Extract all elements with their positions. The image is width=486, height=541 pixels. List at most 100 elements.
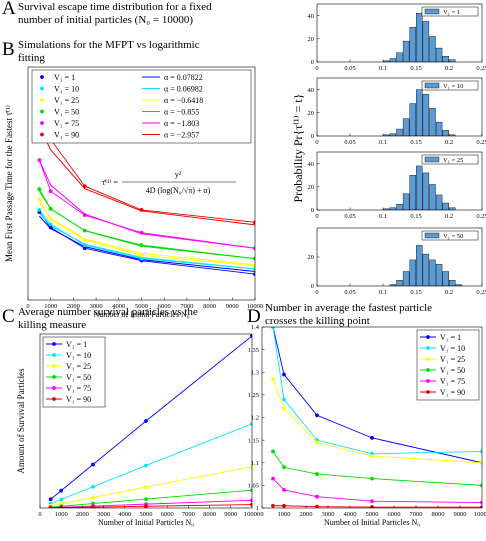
histogram-bar bbox=[422, 253, 430, 286]
series-marker bbox=[250, 502, 252, 507]
legend-box bbox=[421, 230, 479, 241]
series-marker bbox=[271, 327, 275, 329]
panel-label: C bbox=[2, 306, 15, 327]
series-marker bbox=[82, 246, 87, 251]
y-tick-label: 0 bbox=[311, 133, 314, 140]
histogram-bar bbox=[409, 259, 416, 286]
fit-line bbox=[38, 188, 255, 260]
series-marker bbox=[282, 397, 286, 402]
x-tick-label: 3000 bbox=[322, 511, 335, 518]
legend-label: V₁ = 25 bbox=[440, 355, 465, 364]
series-marker bbox=[282, 465, 286, 470]
x-tick-label: 0.2 bbox=[445, 139, 453, 146]
histogram-bar bbox=[442, 129, 449, 136]
x-tick-label: 0.1 bbox=[379, 139, 387, 146]
histogram-bar bbox=[449, 207, 456, 210]
legend-marker bbox=[52, 342, 56, 346]
histogram-bar bbox=[449, 280, 456, 286]
y-tick-label: 40 bbox=[308, 13, 315, 20]
x-tick-label: 0 bbox=[26, 303, 29, 310]
y-tick-label: 40 bbox=[308, 161, 315, 168]
legend-marker bbox=[426, 346, 430, 350]
plot-area bbox=[271, 327, 482, 508]
legend-box bbox=[421, 6, 479, 17]
x-tick-label: 5000 bbox=[140, 511, 153, 518]
series-marker bbox=[250, 422, 252, 426]
series-marker bbox=[480, 460, 482, 465]
x-tick-label: 0.2 bbox=[445, 65, 453, 72]
series-marker bbox=[250, 334, 252, 338]
histogram-bar bbox=[383, 60, 390, 62]
histogram-bar bbox=[429, 259, 436, 286]
y-tick-label: 1.1 bbox=[251, 460, 259, 467]
legend-marker bbox=[40, 75, 44, 79]
x-tick-label: 0.15 bbox=[410, 213, 421, 220]
series-marker bbox=[480, 505, 482, 508]
legend-label: α = −1.803 bbox=[164, 119, 199, 128]
series-marker bbox=[144, 419, 148, 423]
x-tick-label: 0 bbox=[260, 511, 263, 518]
plot-area bbox=[383, 89, 456, 136]
y-tick-label: 1.05 bbox=[248, 483, 259, 490]
x-tick-label: 6000 bbox=[158, 303, 171, 310]
axes-frame bbox=[316, 151, 483, 211]
x-tick-label: 0.15 bbox=[410, 139, 421, 146]
histogram-bar bbox=[449, 59, 456, 62]
y-tick-label: 40 bbox=[308, 87, 315, 94]
series-marker bbox=[370, 476, 374, 481]
y-tick-label: 1.2 bbox=[251, 415, 259, 422]
legend-label: V₁ = 50 bbox=[54, 108, 79, 117]
series-marker bbox=[37, 208, 42, 212]
series-marker bbox=[253, 263, 255, 268]
y-tick-label: 20 bbox=[308, 36, 315, 43]
series-marker bbox=[271, 377, 275, 381]
legend-box bbox=[416, 329, 480, 401]
series-marker bbox=[271, 503, 275, 508]
histogram-bar bbox=[416, 89, 423, 136]
y-tick-label: 0 bbox=[311, 59, 314, 66]
x-tick-label: 6000 bbox=[161, 511, 174, 518]
panel-title: crosses the killing point bbox=[265, 315, 370, 327]
series-line bbox=[273, 505, 482, 508]
histogram-bar bbox=[396, 203, 403, 210]
x-tick-label: 0.25 bbox=[476, 139, 486, 146]
x-tick-label: 0 bbox=[38, 511, 41, 518]
x-axis-label: Number of Initial Particles N₀ bbox=[93, 310, 189, 319]
legend-label: V₁ = 10 bbox=[66, 351, 91, 360]
x-tick-label: 0.25 bbox=[476, 289, 486, 296]
histogram-bar bbox=[422, 21, 430, 62]
histogram-bar bbox=[442, 202, 449, 210]
series-marker bbox=[82, 243, 87, 248]
series-marker bbox=[370, 454, 374, 458]
series-marker bbox=[271, 449, 275, 454]
series-marker bbox=[48, 222, 53, 227]
legend-swatch bbox=[424, 232, 440, 239]
series-marker bbox=[139, 208, 144, 212]
series-marker bbox=[48, 217, 53, 222]
series-marker bbox=[315, 504, 319, 508]
legend-swatch bbox=[424, 156, 440, 163]
x-tick-label: 2000 bbox=[300, 511, 313, 518]
legend-label: V₁ = 25 bbox=[66, 362, 91, 371]
histogram-bar bbox=[402, 193, 410, 210]
x-tick-label: 6000 bbox=[388, 511, 401, 518]
y-axis-label: Mean First Passage Time for the Fastest … bbox=[4, 105, 14, 262]
x-tick-label: 2000 bbox=[67, 303, 80, 310]
series-marker bbox=[82, 238, 87, 242]
plot-area bbox=[383, 165, 456, 210]
x-tick-label: 10000 bbox=[247, 303, 263, 310]
histogram-bar bbox=[416, 13, 423, 62]
legend-label: V₁ = 25 bbox=[54, 96, 79, 105]
x-tick-label: 0.15 bbox=[410, 65, 421, 72]
series-marker bbox=[139, 243, 144, 248]
series-marker bbox=[48, 505, 53, 508]
x-tick-label: 0 bbox=[315, 213, 318, 220]
histogram-bar bbox=[435, 47, 443, 62]
legend-swatch bbox=[424, 82, 440, 89]
series-marker bbox=[253, 246, 255, 251]
series-marker bbox=[91, 484, 95, 489]
legend-label: V₁ = 75 bbox=[54, 119, 79, 128]
legend-marker bbox=[52, 397, 56, 401]
series-marker bbox=[253, 256, 255, 261]
series-marker bbox=[370, 499, 374, 504]
